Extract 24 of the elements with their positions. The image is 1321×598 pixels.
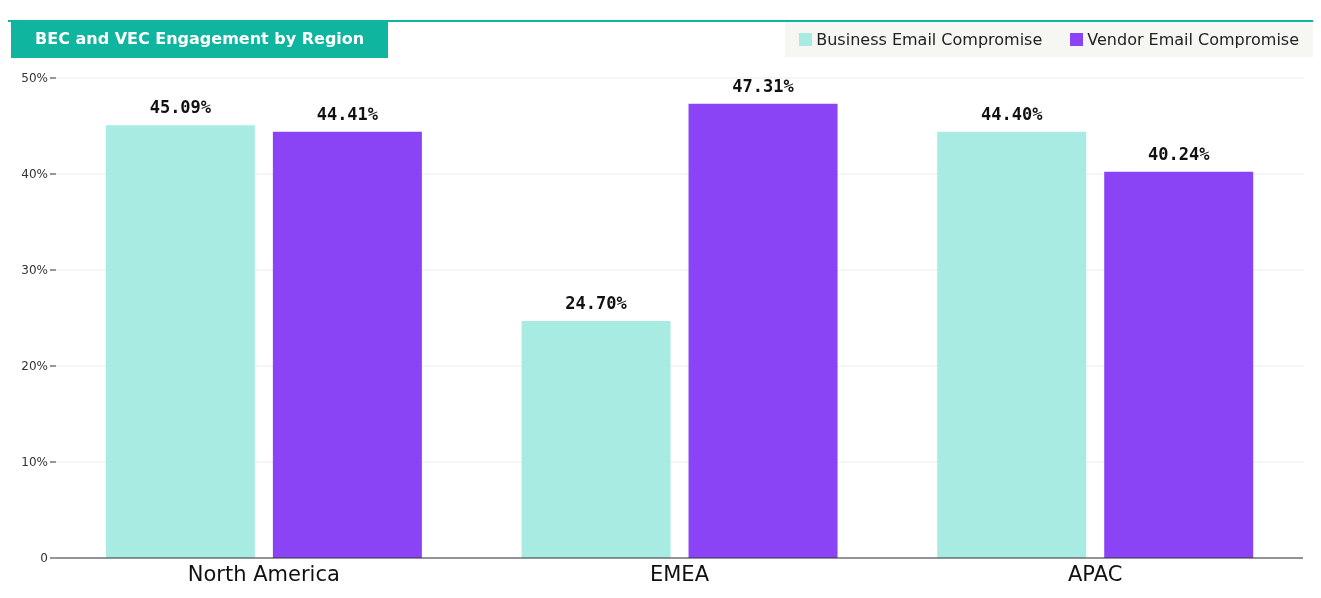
data-label: 44.40% (981, 103, 1044, 124)
bar (1104, 171, 1254, 558)
y-tick-label: 50% (21, 71, 48, 86)
y-tick-label: 30% (21, 263, 48, 278)
x-tick-label: APAC (1067, 561, 1123, 586)
y-tick-label: 40% (21, 167, 48, 182)
y-tick-label: 0 (40, 551, 48, 566)
y-tick-label: 10% (21, 455, 48, 470)
data-label: 40.24% (1148, 143, 1211, 164)
bar (272, 131, 422, 558)
bar (937, 131, 1087, 558)
data-label: 44.41% (316, 103, 379, 124)
bar (105, 125, 255, 558)
data-label: 47.31% (732, 75, 795, 96)
legend-label: Business Email Compromise (816, 30, 1043, 49)
chart-title: BEC and VEC Engagement by Region (11, 20, 389, 58)
legend-label: Vendor Email Compromise (1087, 30, 1299, 49)
data-label: 24.70% (565, 292, 628, 313)
x-tick-label: EMEA (649, 561, 710, 586)
y-tick-label: 20% (21, 359, 48, 374)
x-tick-label: North America (187, 561, 340, 586)
bar (688, 103, 838, 558)
bar (521, 320, 671, 558)
data-label: 45.09% (149, 97, 212, 118)
